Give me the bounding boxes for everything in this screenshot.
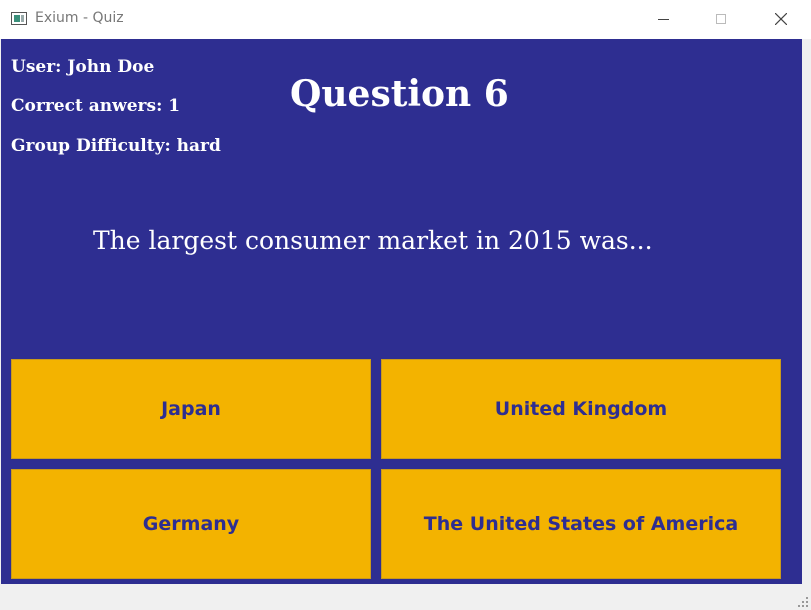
maximize-button[interactable] [693,0,751,39]
window-edge [802,39,811,584]
answer-button-2[interactable]: United Kingdom [381,359,781,459]
answer-label: United Kingdom [494,398,668,420]
answer-button-4[interactable]: The United States of America [381,469,781,579]
close-icon [775,13,787,25]
maximize-icon [716,14,726,24]
question-title: Question 6 [290,73,509,115]
close-button[interactable] [752,0,810,39]
group-difficulty-label: Group Difficulty: hard [11,136,221,156]
answer-label: Japan [161,398,221,420]
answer-button-1[interactable]: Japan [11,359,371,459]
question-text: The largest consumer market in 2015 was.… [93,226,653,255]
window-title: Exium - Quiz [35,10,124,26]
answer-label: The United States of America [423,513,739,535]
minimize-button[interactable] [636,0,694,39]
quiz-panel: User: John Doe Correct anwers: 1 Group D… [1,39,802,584]
title-bar: Exium - Quiz [0,0,811,39]
status-bar [0,584,811,610]
answer-label: Germany [142,513,240,535]
correct-answers-label: Correct anwers: 1 [11,96,181,116]
answer-button-3[interactable]: Germany [11,469,371,579]
minimize-icon [658,19,669,20]
app-icon [11,12,27,25]
user-label: User: John Doe [11,57,155,77]
resize-grip-icon[interactable] [798,597,808,607]
